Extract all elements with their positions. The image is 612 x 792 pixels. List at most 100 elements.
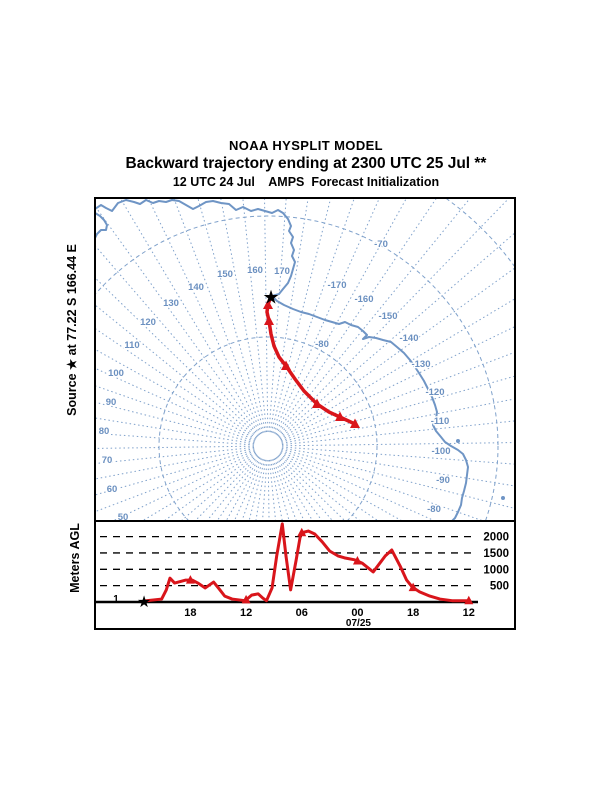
- longitude-label: 90: [106, 397, 117, 408]
- meridian-line: [280, 326, 514, 441]
- longitude-label: 50: [118, 512, 129, 523]
- source-star-icon: ★: [262, 288, 279, 309]
- profile-6h-marker: [241, 594, 251, 604]
- longitude-label: 120: [140, 317, 156, 328]
- longitude-label: -130: [411, 359, 430, 370]
- meridian-line: [281, 442, 514, 447]
- longitude-label: 70: [102, 455, 113, 466]
- meridian-line: [120, 199, 262, 435]
- profile-6h-marker: [408, 582, 418, 592]
- x-axis-label: 12: [240, 607, 252, 619]
- meridian-line: [281, 446, 514, 465]
- meridian-line: [281, 398, 514, 444]
- island-dot: [501, 496, 505, 500]
- profile-source-star-icon: ★: [137, 594, 151, 611]
- trajectory-number-label: 1: [113, 594, 119, 605]
- longitude-label: -170: [327, 280, 346, 291]
- meridian-line: [96, 349, 257, 440]
- meridian-line: [279, 453, 378, 520]
- meridian-line: [207, 456, 260, 520]
- trajectory-6h-marker: [264, 315, 274, 325]
- trajectory-6h-marker: [312, 398, 322, 408]
- meridian-line: [281, 447, 514, 487]
- meridian-line: [96, 432, 255, 446]
- profile-6h-marker: [297, 527, 307, 537]
- meridian-line: [164, 453, 257, 520]
- meridian-line: [255, 459, 267, 520]
- meridian-line: [148, 199, 263, 434]
- meridian-line: [268, 199, 287, 433]
- x-axis-label: 06: [296, 607, 308, 619]
- x-axis-label: 00: [351, 607, 363, 619]
- y-axis-label: 1000: [483, 564, 509, 576]
- longitude-label: -80: [427, 504, 441, 515]
- longitude-label: 130: [163, 298, 179, 309]
- meridian-line: [113, 451, 256, 520]
- longitude-label: 110: [124, 340, 139, 351]
- island-dot: [456, 439, 460, 443]
- profile-6h-marker: [464, 595, 474, 605]
- longitude-label: -100: [431, 446, 450, 457]
- meridian-line: [96, 305, 258, 438]
- meridian-line: [274, 457, 313, 520]
- longitude-label: -160: [354, 294, 373, 305]
- profile-6h-marker: [352, 556, 362, 565]
- longitude-label: 170: [274, 266, 290, 277]
- meridian-line: [181, 454, 258, 520]
- meridian-line: [278, 454, 360, 520]
- meridian-line: [96, 278, 259, 437]
- longitude-label: 80: [99, 426, 110, 437]
- latitude-circle: [96, 215, 499, 520]
- meridian-line: [96, 328, 257, 439]
- trajectory-6h-marker: [263, 299, 273, 309]
- meridian-line: [277, 455, 345, 520]
- meridian-line: [268, 459, 277, 520]
- y-axis-label: 1500: [483, 548, 509, 560]
- height-frame: [94, 520, 516, 630]
- date-label: 07/25: [346, 618, 371, 629]
- meridian-line: [226, 457, 262, 520]
- latitude-label: -80: [315, 339, 329, 350]
- map-frame: [94, 197, 516, 522]
- meridian-line: [217, 457, 261, 520]
- meridian-line: [96, 446, 255, 464]
- meridian-line: [280, 451, 434, 520]
- coastline: [96, 199, 469, 520]
- meridian-line: [271, 459, 290, 520]
- meridian-line: [96, 448, 255, 480]
- x-axis-label: 18: [407, 607, 419, 619]
- meridian-line: [267, 459, 270, 520]
- model-title: NOAA HYSPLIT MODEL: [228, 138, 384, 153]
- longitude-label: 150: [217, 269, 233, 280]
- meters-agl-label: Meters AGL: [68, 523, 82, 593]
- meridian-line: [281, 448, 514, 509]
- meridian-line: [242, 199, 268, 433]
- meridian-line: [270, 199, 332, 433]
- meridian-line: [279, 298, 514, 440]
- trajectory-title: Backward trajectory ending at 2300 UTC 2…: [125, 155, 487, 172]
- coastline: [96, 212, 108, 239]
- meridian-line: [96, 401, 255, 444]
- longitude-label: 100: [108, 368, 124, 379]
- y-axis-label: 2000: [483, 532, 509, 544]
- meridian-line: [272, 199, 355, 433]
- latitude-label: -70: [374, 239, 388, 250]
- meridian-line: [96, 368, 256, 441]
- source-location-label: Source ★ at 77.22 S 166.44 E: [65, 244, 79, 416]
- longitude-label: 140: [188, 282, 204, 293]
- meridian-line: [281, 420, 514, 446]
- profile-6h-marker: [185, 575, 195, 584]
- meridian-line: [96, 385, 255, 442]
- longitude-label: 60: [107, 484, 118, 495]
- trajectory-path: [265, 295, 357, 426]
- longitude-label: 160: [247, 265, 263, 276]
- meridian-line: [273, 199, 380, 434]
- longitude-label: -150: [378, 311, 397, 322]
- meridian-line: [276, 456, 333, 520]
- meridian-line: [276, 199, 471, 436]
- meridian-line: [279, 267, 514, 439]
- meridian-line: [96, 450, 256, 512]
- meridian-line: [270, 459, 283, 520]
